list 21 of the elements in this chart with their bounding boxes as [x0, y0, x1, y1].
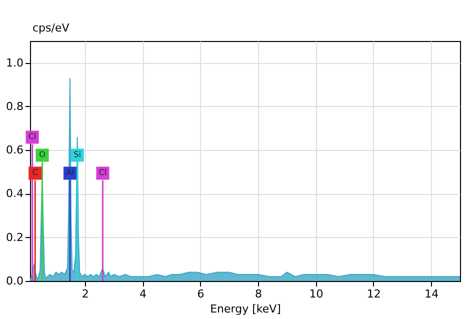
- ref-line-label: Al: [66, 168, 74, 178]
- ref-line-label: O: [39, 150, 46, 160]
- ref-line-label: C: [32, 168, 38, 178]
- y-tick-label: 0.4: [6, 187, 24, 200]
- x-tick-label: 6: [197, 288, 204, 300]
- x-tick-label: 14: [424, 288, 439, 300]
- x-tick-label: 8: [254, 288, 262, 300]
- y-tick-label: 0.8: [6, 100, 24, 113]
- x-tick-label: 4: [140, 288, 147, 300]
- y-tick-label: 0.6: [6, 144, 24, 157]
- x-tick-label: 12: [366, 288, 381, 300]
- x-tick-label: 2: [82, 288, 89, 300]
- ref-line-label: Si: [74, 150, 81, 160]
- y-tick-label: 0.2: [6, 230, 24, 244]
- ref-line-label: Cl: [28, 132, 36, 142]
- x-axis-title: Energy [keV]: [210, 302, 281, 316]
- y-axis-title: cps/eV: [32, 22, 70, 34]
- x-tick-label: 10: [309, 288, 324, 300]
- y-tick-label: 1.0: [6, 56, 24, 70]
- ref-line-label: Cl: [98, 168, 107, 178]
- y-tick-label: 0.0: [6, 274, 24, 288]
